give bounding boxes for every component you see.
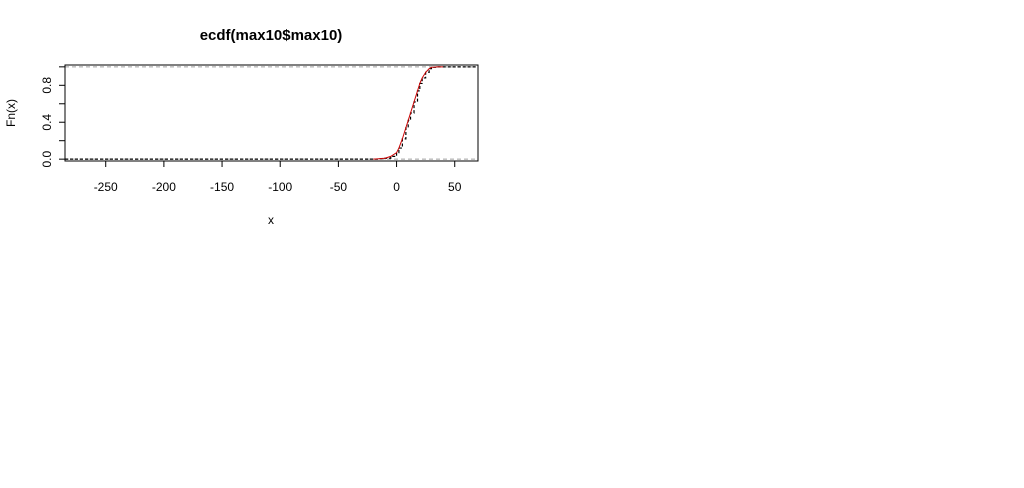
y-tick-label: 0.8 [40, 77, 54, 94]
y-axis-label: Fn(x) [4, 99, 18, 127]
x-axis-label: x [268, 213, 274, 227]
x-tick-label: -50 [330, 180, 348, 194]
x-tick-label: -150 [210, 180, 234, 194]
x-tick-label: 50 [448, 180, 462, 194]
x-tick-label: -250 [94, 180, 118, 194]
series-line-0 [65, 66, 478, 160]
chart-title: ecdf(max10$max10) [200, 27, 343, 44]
x-tick-label: -100 [268, 180, 292, 194]
plot-box [64, 64, 479, 162]
series-line-1 [373, 66, 444, 160]
y-tick-label: 0.0 [40, 150, 54, 167]
x-tick-label: 0 [393, 180, 400, 194]
y-tick-label: 0.4 [40, 114, 54, 131]
plot-area: -250 -200 -150 -100 -50 0 50 0.0 0.4 0.8 [40, 64, 479, 194]
x-tick-label: -200 [152, 180, 176, 194]
